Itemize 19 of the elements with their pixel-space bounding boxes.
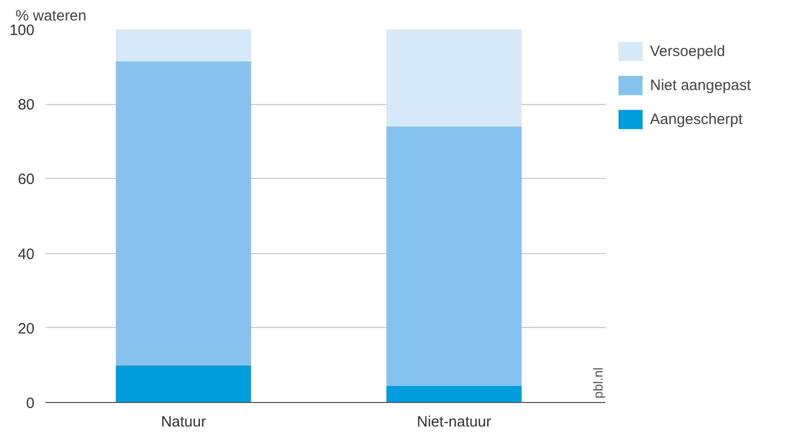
bar — [116, 30, 252, 62]
bar — [116, 61, 252, 366]
y-tick-label: 60 — [18, 171, 35, 188]
y-tick-label: 80 — [18, 96, 35, 114]
legend-label: Aangescherpt — [650, 110, 743, 128]
annotation: pbl.nl — [590, 367, 606, 398]
legend-label: Niet aangepast — [650, 76, 751, 94]
bar — [386, 126, 522, 386]
bar — [386, 30, 522, 126]
y-axis-title: % wateren — [16, 8, 86, 24]
x-tick-label: Niet-natuur — [416, 414, 492, 430]
legend-label: Versoepeld — [650, 42, 726, 60]
bar — [386, 386, 522, 402]
y-tick-label: 0 — [26, 395, 34, 412]
y-tick-label: 40 — [18, 246, 35, 263]
x-tick-label: Natuur — [160, 414, 206, 430]
bar — [116, 365, 252, 402]
y-tick-label: 100 — [9, 22, 35, 39]
y-tick-label: 20 — [18, 320, 35, 338]
